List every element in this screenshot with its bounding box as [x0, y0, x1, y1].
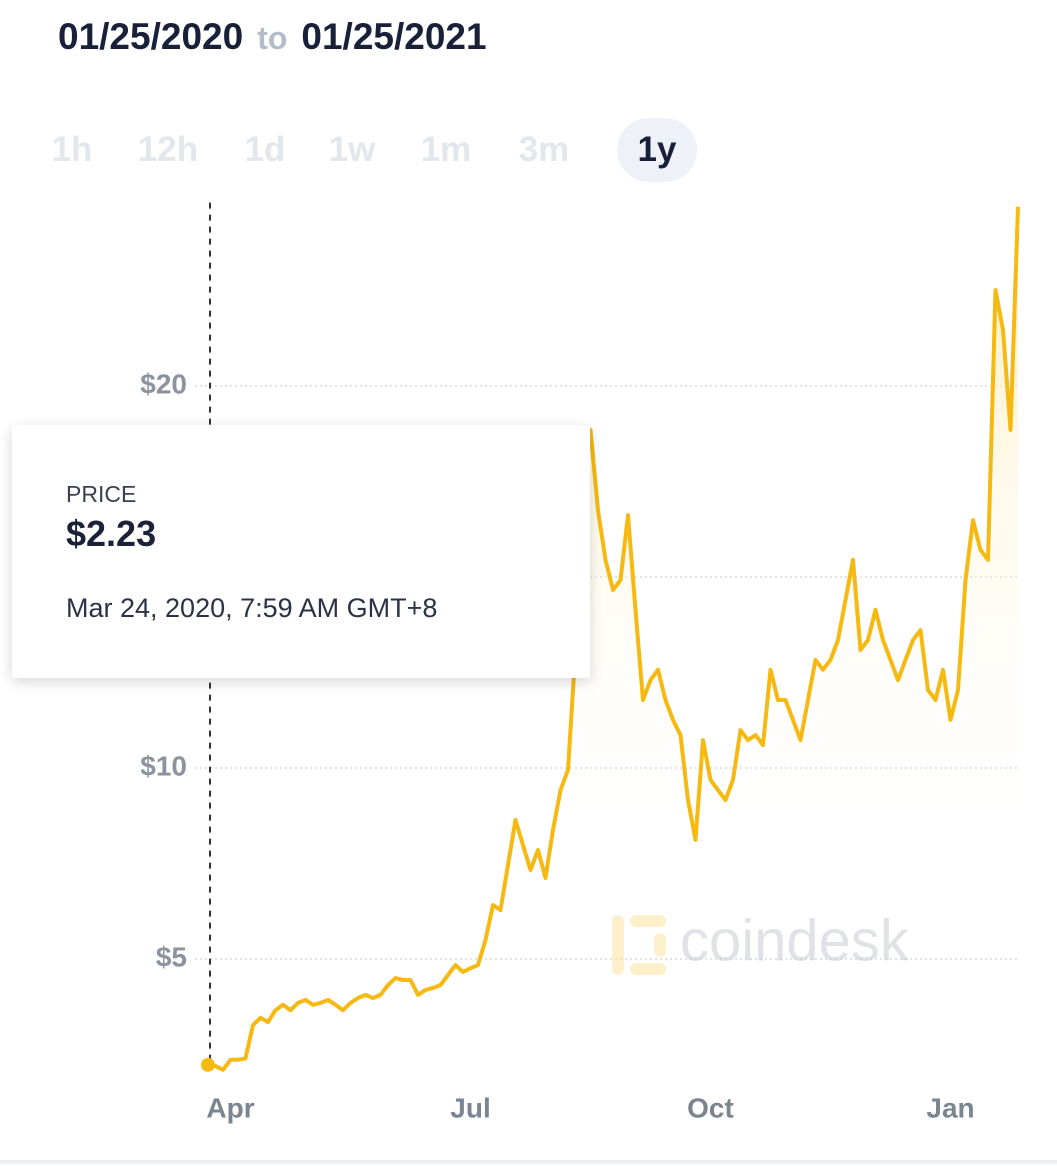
- price-line: [207, 206, 1020, 1072]
- to-label: to: [257, 20, 288, 56]
- range-button[interactable]: 1w: [328, 130, 376, 169]
- tooltip-date: Mar 24, 2020, 7:59 AM GMT+8: [66, 593, 438, 623]
- range-button[interactable]: 3m: [518, 130, 570, 169]
- y-tick-label: $5: [156, 941, 187, 972]
- range-button[interactable]: 1h: [51, 130, 93, 169]
- tooltip-price: $2.23: [66, 513, 157, 554]
- y-tick-label: $20: [140, 368, 187, 399]
- range-button[interactable]: 1d: [244, 130, 286, 169]
- y-tick-label: $10: [140, 750, 187, 781]
- area: [208, 206, 1018, 1074]
- end-date: 01/25/2021: [301, 16, 487, 57]
- x-tick-label: Apr: [206, 1092, 254, 1123]
- date-range: 01/25/2020 to 01/25/2021: [58, 16, 487, 58]
- tooltip-label: PRICE: [66, 481, 137, 507]
- x-tick-label: Jan: [926, 1092, 974, 1123]
- x-tick-label: Oct: [687, 1092, 734, 1123]
- tooltip: PRICE $2.23 Mar 24, 2020, 7:59 AM GMT+8: [12, 425, 590, 678]
- range-button[interactable]: 12h: [137, 130, 199, 169]
- x-tick-label: Jul: [450, 1092, 490, 1123]
- start-date: 01/25/2020: [58, 16, 244, 57]
- range-button[interactable]: 1m: [420, 130, 472, 169]
- range-button[interactable]: 1y: [617, 118, 697, 182]
- hover-point: [201, 1057, 215, 1072]
